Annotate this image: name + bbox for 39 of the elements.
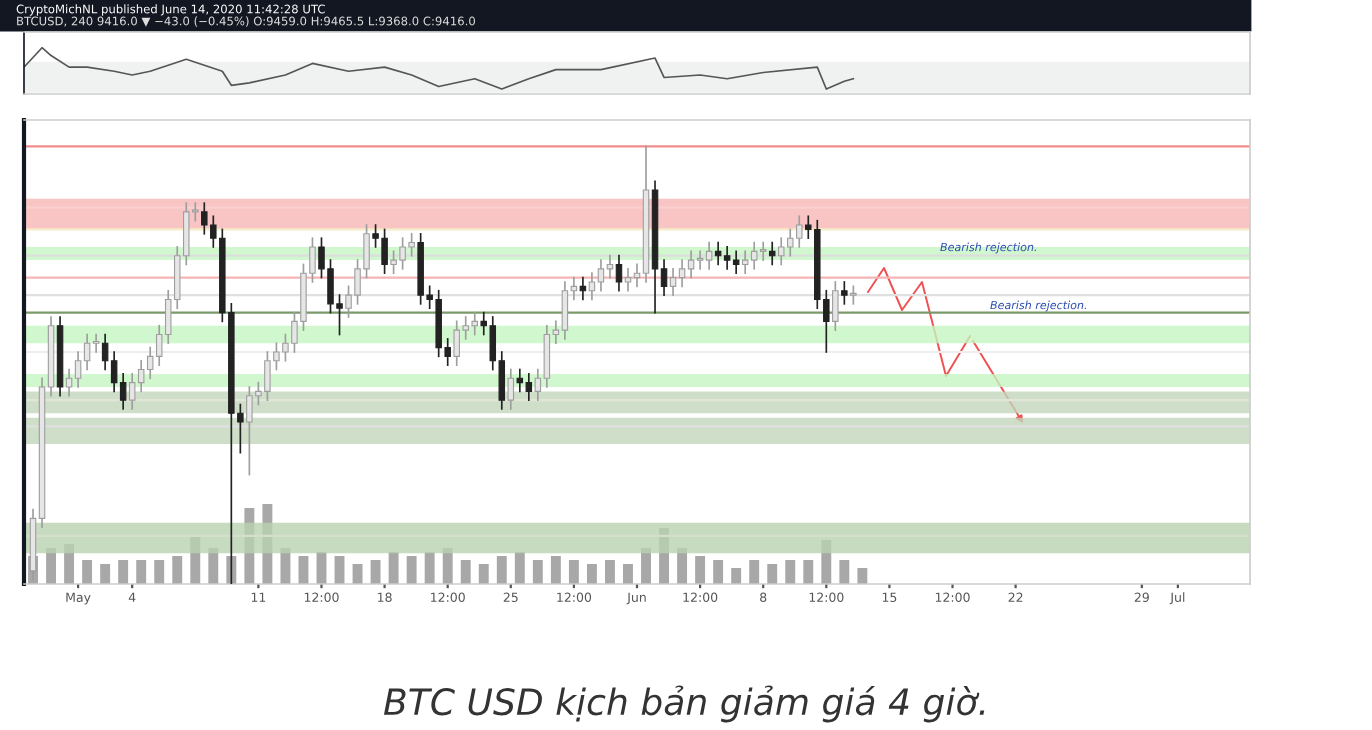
bar bbox=[352, 564, 363, 584]
bar bbox=[406, 556, 417, 584]
bar bbox=[460, 560, 471, 584]
bar bbox=[695, 556, 706, 584]
bar bbox=[298, 556, 309, 584]
bar bbox=[749, 560, 760, 584]
bar bbox=[586, 564, 597, 584]
candlestick bbox=[768, 241, 776, 266]
bar bbox=[605, 560, 615, 584]
bar bbox=[424, 552, 435, 584]
bar bbox=[623, 564, 633, 584]
bar bbox=[496, 556, 507, 584]
bar bbox=[388, 552, 399, 584]
bar bbox=[514, 552, 525, 584]
bar bbox=[731, 568, 742, 584]
bar bbox=[713, 560, 724, 584]
bar bbox=[100, 564, 111, 584]
bar bbox=[136, 560, 147, 584]
bar bbox=[785, 560, 796, 584]
bar bbox=[857, 568, 868, 584]
bar bbox=[550, 556, 561, 584]
bar bbox=[532, 560, 543, 584]
bar bbox=[82, 560, 93, 584]
candlestick bbox=[732, 250, 740, 275]
candlestick bbox=[516, 368, 524, 393]
candlestick bbox=[65, 368, 73, 397]
bar bbox=[118, 560, 129, 584]
candlestick bbox=[507, 368, 515, 410]
bar bbox=[154, 560, 165, 584]
candlestick bbox=[841, 281, 848, 305]
text: BTC USD kịch bản giảm giá 4 giờ. bbox=[383, 685, 985, 723]
bar bbox=[370, 560, 381, 584]
bar bbox=[568, 560, 579, 584]
bar bbox=[478, 564, 489, 584]
bar bbox=[839, 560, 850, 584]
bar bbox=[767, 564, 778, 584]
bar bbox=[803, 560, 814, 584]
candlestick bbox=[615, 254, 623, 292]
bar bbox=[172, 556, 183, 584]
